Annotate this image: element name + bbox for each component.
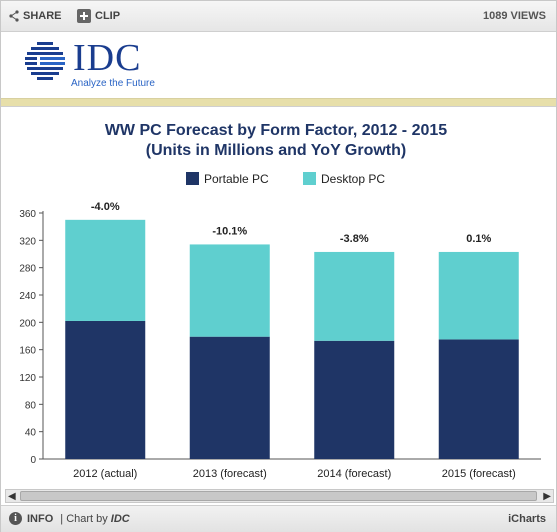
clip-button[interactable]: CLIP xyxy=(77,8,120,24)
clip-label: CLIP xyxy=(95,10,121,22)
bar-portable-1 xyxy=(189,336,270,459)
scroll-right-arrow-icon[interactable]: ▶ xyxy=(543,491,551,502)
bar-desktop-3 xyxy=(438,251,519,340)
bar-desktop-0 xyxy=(65,219,146,321)
chart-legend: Portable PC Desktop PC xyxy=(186,172,385,186)
chart-svg: WW PC Forecast by Form Factor, 2012 - 20… xyxy=(19,122,541,480)
chart-by-label: | Chart by xyxy=(60,512,108,525)
x-tick-label-3: 2015 (forecast) xyxy=(442,468,516,480)
x-tick-label-1: 2013 (forecast) xyxy=(193,468,267,480)
y-tick-label-0: 0 xyxy=(30,455,36,466)
chart-title: WW PC Forecast by Form Factor, 2012 - 20… xyxy=(105,122,447,139)
y-tick-label-2: 80 xyxy=(25,400,37,411)
bottom-bar: i INFO | Chart by IDC iCharts xyxy=(1,505,556,532)
scroll-left-arrow-icon[interactable]: ◀ xyxy=(8,491,16,502)
legend-label-1: Desktop PC xyxy=(321,172,385,186)
scrollbar-thumb[interactable] xyxy=(20,491,537,501)
growth-label-0: -4.0% xyxy=(91,201,120,213)
legend-swatch-0 xyxy=(186,172,199,185)
legend-label-0: Portable PC xyxy=(204,172,269,186)
chart-x-labels: 2012 (actual) 2013 (forecast) 2014 (foreca… xyxy=(73,468,516,480)
chart-annotations: -4.0% -10.1% -3.8% 0.1% xyxy=(91,201,492,245)
info-label: INFO xyxy=(27,512,54,525)
y-tick-label-4: 160 xyxy=(19,346,36,357)
idc-tagline: Analyze the Future xyxy=(71,78,155,89)
chart-area: WW PC Forecast by Form Factor, 2012 - 20… xyxy=(1,106,556,486)
y-tick-label-9: 360 xyxy=(19,209,36,220)
chart-subtitle: (Units in Millions and YoY Growth) xyxy=(146,142,406,159)
idc-globe-icon xyxy=(25,42,65,80)
bar-portable-0 xyxy=(65,320,146,459)
y-tick-label-7: 280 xyxy=(19,264,36,275)
growth-label-1: -10.1% xyxy=(212,225,247,237)
info-button[interactable]: i INFO | Chart by IDC xyxy=(9,512,130,525)
plus-icon xyxy=(77,9,91,23)
growth-label-2: -3.8% xyxy=(340,233,369,245)
x-tick-label-0: 2012 (actual) xyxy=(73,468,137,480)
horizontal-scrollbar[interactable]: ◀ ▶ xyxy=(5,489,554,503)
idc-wordmark: IDC xyxy=(73,37,142,79)
info-icon: i xyxy=(9,512,22,525)
share-icon xyxy=(9,10,19,22)
y-tick-label-6: 240 xyxy=(19,291,36,302)
chart-bars xyxy=(65,219,519,459)
top-toolbar: SHARE CLIP 1089 VIEWS xyxy=(1,1,556,32)
bar-desktop-1 xyxy=(189,244,270,337)
share-button[interactable]: SHARE xyxy=(9,8,62,24)
bar-desktop-2 xyxy=(314,251,395,341)
bar-portable-2 xyxy=(314,340,395,459)
y-tick-label-1: 40 xyxy=(25,428,37,439)
chart-by-brand: IDC xyxy=(110,512,130,525)
y-tick-label-3: 120 xyxy=(19,373,36,384)
bar-portable-3 xyxy=(438,339,519,459)
views-count: 1089 VIEWS xyxy=(483,10,546,22)
y-tick-label-5: 200 xyxy=(19,318,36,329)
x-tick-label-2: 2014 (forecast) xyxy=(317,468,391,480)
icharts-link[interactable]: iCharts xyxy=(508,513,546,525)
header-divider xyxy=(1,98,556,107)
y-tick-label-8: 320 xyxy=(19,236,36,247)
legend-swatch-1 xyxy=(303,172,316,185)
share-label: SHARE xyxy=(23,10,62,22)
growth-label-3: 0.1% xyxy=(466,233,491,245)
logo-area: IDC Analyze the Future xyxy=(1,32,556,96)
